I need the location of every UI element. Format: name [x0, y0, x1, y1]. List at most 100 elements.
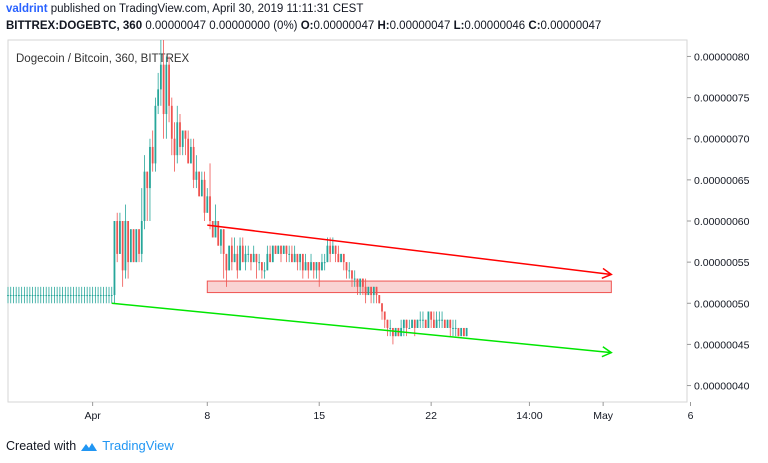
- candle-body: [67, 295, 69, 297]
- candle-body: [165, 64, 168, 115]
- candle: [312, 262, 315, 279]
- candle-body: [408, 327, 411, 329]
- candle-body: [179, 122, 181, 147]
- high-value: 0.00000047: [389, 20, 451, 32]
- author-link[interactable]: valdrint: [6, 3, 48, 15]
- candle-body: [28, 295, 31, 297]
- candle-body: [293, 253, 296, 263]
- plot-frame: [7, 39, 688, 403]
- candle-body: [233, 253, 236, 263]
- candle-body: [424, 319, 427, 328]
- candle: [441, 311, 443, 328]
- candle-body: [310, 262, 312, 271]
- candle: [181, 130, 184, 156]
- candle-body: [299, 253, 302, 263]
- candle-body: [301, 253, 304, 271]
- candle: [326, 237, 329, 263]
- candle-body: [105, 295, 108, 297]
- candle: [173, 122, 176, 172]
- candle: [50, 286, 53, 304]
- candle-body: [9, 295, 12, 297]
- resistance-line[interactable]: [207, 224, 612, 276]
- candle-body: [307, 262, 310, 271]
- candle: [78, 286, 80, 304]
- candle: [282, 245, 285, 254]
- candle: [402, 319, 405, 337]
- candle-body: [285, 245, 288, 254]
- candle: [266, 245, 269, 271]
- candle-body: [45, 295, 48, 297]
- candle: [116, 212, 119, 263]
- candle-body: [381, 303, 383, 312]
- candle: [301, 253, 304, 279]
- candle: [244, 245, 247, 271]
- candle: [411, 319, 413, 328]
- candle-body: [266, 253, 269, 271]
- candle: [463, 327, 465, 337]
- candle: [56, 286, 59, 304]
- candle-body: [329, 245, 332, 254]
- candle: [454, 319, 457, 337]
- candle-body: [75, 295, 78, 297]
- candle-body: [274, 245, 277, 254]
- candle-body: [372, 286, 375, 296]
- candle-body: [50, 295, 53, 297]
- candle-body: [260, 262, 263, 271]
- candle-body: [7, 295, 9, 297]
- candle-body: [211, 221, 214, 238]
- candle-body: [37, 295, 39, 297]
- candle-body: [195, 171, 198, 180]
- candle-body: [176, 122, 179, 156]
- candle-body: [252, 253, 255, 263]
- y-tick-label: 0.00000045: [694, 339, 750, 351]
- candle-body: [102, 295, 105, 297]
- tradingview-brand[interactable]: TradingView: [102, 438, 174, 453]
- candles-group: [7, 40, 468, 345]
- resistance-line-arrowhead: [601, 267, 613, 280]
- candle: [367, 286, 370, 296]
- candle: [154, 97, 157, 172]
- candle: [86, 286, 89, 304]
- candle-body: [39, 295, 42, 297]
- candle: [200, 171, 203, 197]
- candle-body: [168, 64, 170, 106]
- candle: [94, 286, 97, 304]
- y-tick-label: 0.00000040: [694, 381, 750, 393]
- candle: [69, 286, 72, 304]
- candle: [146, 171, 149, 221]
- candle: [400, 319, 403, 337]
- time-axis[interactable]: Apr 8 15 22 14:00 May 6: [84, 402, 694, 422]
- candle: [102, 286, 105, 304]
- candle-body: [416, 319, 419, 328]
- candle: [214, 204, 217, 238]
- candle: [31, 286, 34, 304]
- candle: [252, 245, 255, 263]
- candle: [67, 286, 69, 304]
- candle: [315, 262, 318, 279]
- candle: [293, 245, 296, 263]
- candle: [184, 130, 187, 156]
- x-tick-label: 14:00: [516, 410, 542, 422]
- candle: [99, 286, 102, 304]
- candle: [26, 286, 29, 304]
- candle-body: [53, 295, 56, 297]
- candle: [110, 286, 113, 304]
- candle-body: [64, 295, 67, 297]
- candle-body: [190, 146, 192, 164]
- candle-body: [83, 295, 86, 297]
- candle-body: [321, 262, 323, 271]
- candle: [307, 262, 310, 279]
- candle: [91, 286, 94, 304]
- candle-body: [138, 229, 140, 254]
- support-line[interactable]: [111, 302, 612, 354]
- candle: [138, 229, 140, 263]
- candle: [236, 245, 239, 279]
- support-resistance-zone[interactable]: [206, 280, 612, 294]
- candle-body: [258, 262, 261, 264]
- candle-body: [31, 295, 34, 297]
- candle-body: [170, 105, 173, 139]
- candle-body: [86, 295, 89, 297]
- price-axis[interactable]: 0.00000080 0.00000075 0.00000070 0.00000065…: [687, 51, 750, 393]
- candle-body: [23, 295, 26, 297]
